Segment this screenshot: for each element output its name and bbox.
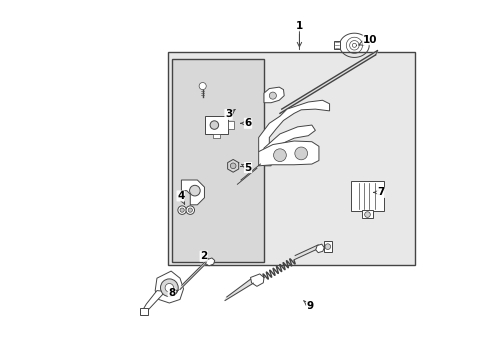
Polygon shape: [250, 274, 264, 286]
Bar: [323, 241, 332, 252]
Polygon shape: [224, 279, 253, 301]
Polygon shape: [258, 141, 318, 166]
Polygon shape: [350, 63, 357, 70]
Circle shape: [165, 283, 173, 292]
Circle shape: [364, 212, 369, 217]
Circle shape: [230, 163, 236, 168]
Polygon shape: [320, 81, 326, 89]
Polygon shape: [370, 51, 377, 58]
Polygon shape: [294, 97, 301, 104]
Circle shape: [269, 92, 276, 99]
Polygon shape: [237, 164, 260, 184]
Polygon shape: [305, 91, 311, 98]
Polygon shape: [309, 87, 316, 95]
Bar: [204, 116, 227, 134]
Polygon shape: [360, 57, 366, 64]
Polygon shape: [315, 85, 322, 92]
Bar: [227, 121, 234, 129]
Polygon shape: [264, 87, 284, 103]
Text: 9: 9: [303, 301, 313, 311]
Polygon shape: [315, 244, 324, 253]
Polygon shape: [365, 54, 372, 61]
Circle shape: [178, 206, 186, 215]
Text: 1: 1: [295, 21, 303, 47]
Circle shape: [188, 208, 192, 212]
Circle shape: [199, 82, 206, 90]
Polygon shape: [340, 69, 346, 76]
Bar: [171, 59, 264, 261]
Polygon shape: [355, 60, 362, 67]
Polygon shape: [181, 180, 204, 205]
Polygon shape: [279, 106, 286, 113]
Circle shape: [273, 149, 286, 162]
Polygon shape: [285, 103, 291, 110]
Text: 2: 2: [200, 251, 207, 261]
Polygon shape: [155, 271, 183, 303]
Polygon shape: [329, 75, 336, 82]
Polygon shape: [335, 72, 342, 80]
Text: 4: 4: [177, 191, 184, 204]
Polygon shape: [300, 94, 306, 101]
Circle shape: [189, 185, 200, 196]
Polygon shape: [264, 125, 315, 166]
Circle shape: [294, 147, 307, 160]
Polygon shape: [345, 66, 351, 73]
Text: 3: 3: [224, 109, 235, 120]
Polygon shape: [142, 291, 163, 312]
Circle shape: [325, 244, 330, 249]
Circle shape: [210, 121, 218, 129]
Circle shape: [180, 208, 184, 212]
Bar: [212, 134, 219, 138]
Polygon shape: [289, 100, 296, 107]
Polygon shape: [325, 78, 331, 86]
Text: 8: 8: [168, 288, 178, 298]
Polygon shape: [293, 245, 318, 260]
Bar: [362, 210, 372, 218]
Polygon shape: [205, 258, 214, 266]
Bar: [350, 181, 384, 211]
Bar: [168, 53, 414, 265]
Text: 5: 5: [241, 163, 251, 172]
Text: 7: 7: [373, 188, 384, 197]
Text: 6: 6: [241, 118, 251, 128]
Polygon shape: [333, 41, 339, 49]
Bar: [140, 308, 148, 315]
Polygon shape: [258, 100, 329, 152]
Circle shape: [160, 279, 178, 297]
Text: 10: 10: [358, 35, 377, 45]
Circle shape: [185, 206, 194, 215]
Polygon shape: [180, 259, 208, 289]
